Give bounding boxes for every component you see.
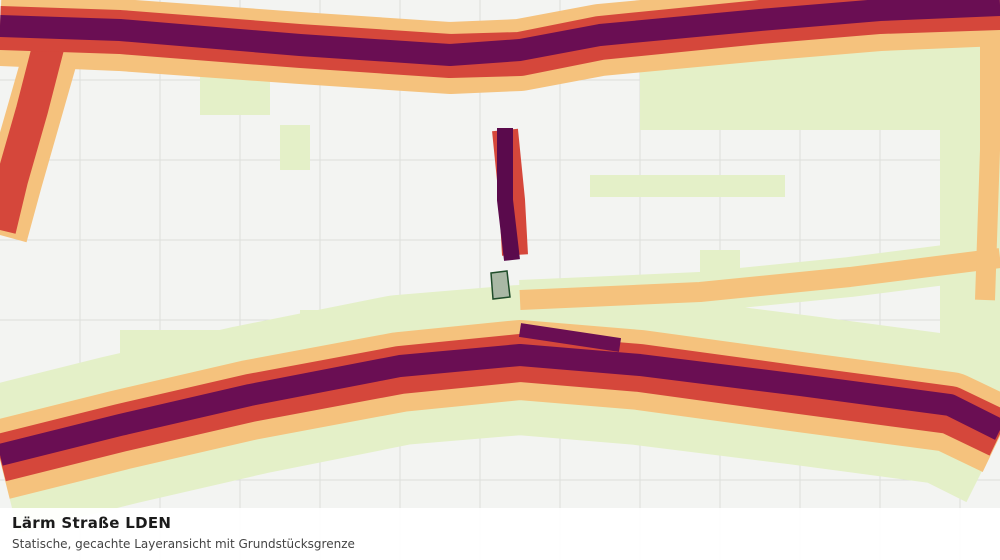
parcel-boundary: [490, 270, 511, 300]
panel-subtitle: Statische, gecachte Layeransicht mit Gru…: [12, 537, 355, 551]
info-panel: Lärm Straße LDEN Statische, gecachte Lay…: [0, 508, 1000, 560]
panel-title: Lärm Straße LDEN: [12, 514, 172, 532]
noise-bands: [0, 0, 1000, 533]
